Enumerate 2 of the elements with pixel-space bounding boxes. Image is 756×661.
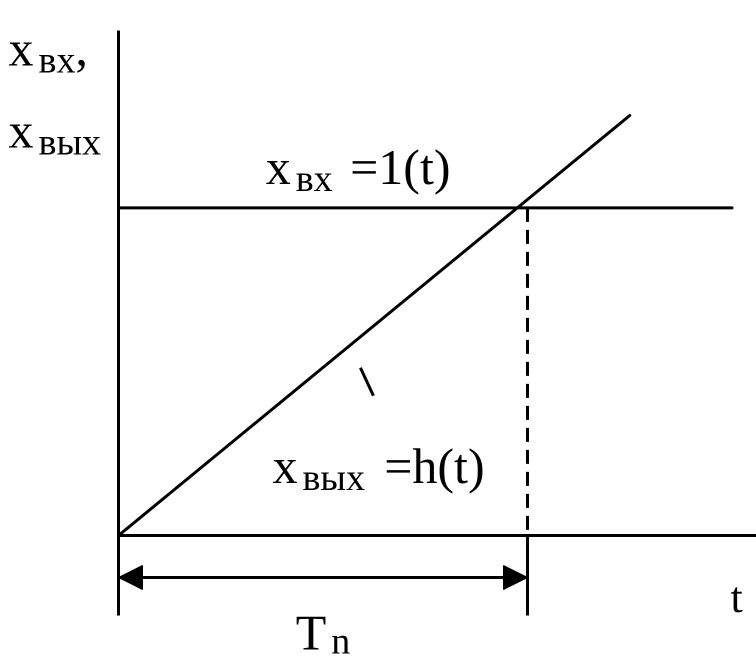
text: Tn	[296, 604, 350, 661]
x-axis-title: t	[730, 573, 743, 622]
